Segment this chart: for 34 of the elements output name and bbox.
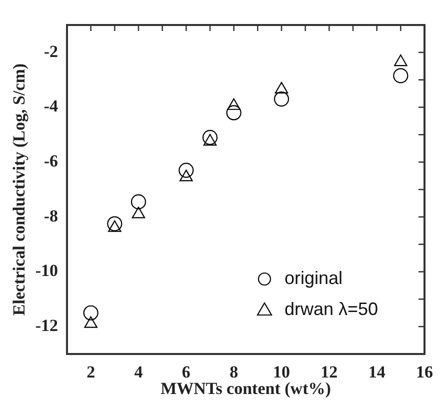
y-tick-label: -2 xyxy=(44,42,58,61)
point xyxy=(180,170,193,182)
x-tick-label: 6 xyxy=(182,362,190,382)
point xyxy=(226,105,242,120)
point xyxy=(394,54,408,66)
point xyxy=(83,305,98,320)
point xyxy=(202,130,218,145)
x-tick-label: 8 xyxy=(230,362,238,382)
x-tick-label: 4 xyxy=(134,362,144,382)
y-tick-label: -12 xyxy=(35,316,58,335)
point xyxy=(84,316,98,328)
x-tick-label: 10 xyxy=(273,362,290,382)
y-tick-label: -10 xyxy=(35,261,58,280)
y-tick-label: -4 xyxy=(44,96,58,116)
point xyxy=(107,216,122,232)
point xyxy=(132,206,146,218)
x-tick-label: 12 xyxy=(320,362,338,382)
legend-label: original xyxy=(284,268,343,288)
point xyxy=(178,162,194,178)
y-axis-title: Electrical conductivity (Log, S/cm) xyxy=(10,63,29,316)
point xyxy=(108,220,122,232)
x-tick-label: 16 xyxy=(416,362,433,382)
y-tick-label: -8 xyxy=(44,206,58,226)
point xyxy=(203,134,217,146)
point xyxy=(393,68,408,84)
point xyxy=(274,91,290,107)
x-tick-label: 2 xyxy=(86,362,96,382)
x-axis-title: MWNTs content (wt%) xyxy=(160,379,331,398)
point xyxy=(274,82,288,94)
point xyxy=(227,98,240,110)
point xyxy=(130,194,146,210)
legend-label: drwan λ=50 xyxy=(284,298,378,319)
y-tick-label: -6 xyxy=(44,151,58,170)
x-tick-label: 14 xyxy=(368,362,386,382)
